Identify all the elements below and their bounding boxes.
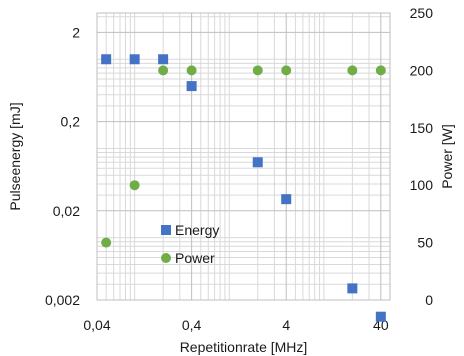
minor-gridlines [97, 13, 391, 300]
x-axis-ticks: 0,04 0,4 4 40 [83, 317, 388, 333]
left-tick-label: 0,2 [61, 114, 81, 130]
power-point [186, 65, 197, 76]
energy-point [129, 54, 140, 65]
left-tick-label: 0,02 [53, 203, 80, 219]
power-point [347, 65, 358, 76]
legend: Energy Power [161, 222, 219, 266]
energy-point [101, 54, 112, 65]
energy-point [158, 54, 169, 65]
power-point [101, 237, 112, 248]
power-point [281, 65, 292, 76]
right-axis-ticks: 0 50 100 150 200 250 [410, 5, 434, 308]
legend-label-power: Power [175, 250, 215, 266]
right-tick-label: 200 [410, 62, 434, 78]
energy-point [186, 81, 197, 92]
x-axis-title: Repetitionrate [MHz] [180, 339, 308, 355]
energy-point [252, 157, 263, 168]
right-tick-label: 50 [417, 235, 433, 251]
power-point [158, 65, 169, 76]
right-tick-label: 100 [410, 177, 434, 193]
energy-point [281, 194, 292, 205]
legend-marker-power [161, 253, 171, 263]
left-axis-ticks: 0,002 0,02 0,2 2 [45, 24, 80, 308]
data-marks [101, 54, 386, 322]
x-tick-label: 4 [282, 317, 290, 333]
power-point [375, 65, 386, 76]
left-tick-label: 2 [72, 24, 80, 40]
left-tick-label: 0,002 [45, 292, 80, 308]
legend-label-energy: Energy [175, 222, 219, 238]
power-point [252, 65, 263, 76]
plot-area [96, 12, 391, 301]
right-tick-label: 250 [410, 5, 434, 21]
energy-point [347, 283, 358, 294]
energy-point [375, 311, 386, 322]
right-axis-title: Power [W] [439, 124, 455, 189]
power-point [129, 180, 140, 191]
left-axis-title: Pulseenergy [mJ] [7, 102, 23, 210]
legend-marker-energy [161, 225, 171, 235]
x-tick-label: 0,04 [83, 317, 110, 333]
right-tick-label: 150 [410, 120, 434, 136]
right-tick-label: 0 [425, 292, 433, 308]
x-tick-label: 0,4 [182, 317, 202, 333]
